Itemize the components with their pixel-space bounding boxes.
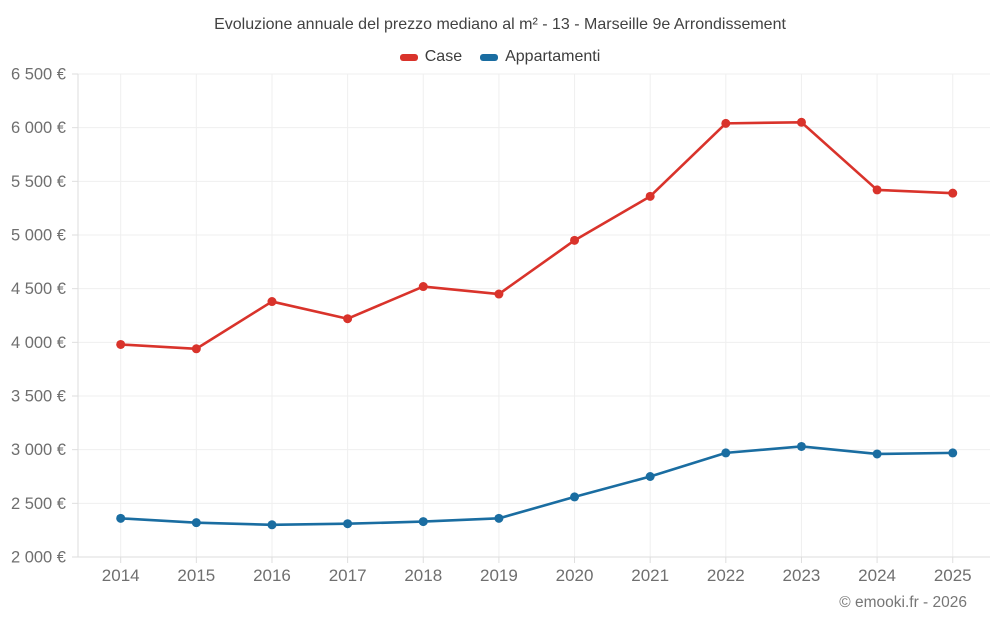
copyright-notice: © emooki.fr - 2026 — [839, 594, 967, 611]
svg-text:4 500 €: 4 500 € — [11, 280, 66, 298]
svg-text:2015: 2015 — [177, 566, 215, 585]
svg-text:4 000 €: 4 000 € — [11, 334, 66, 352]
legend-swatch-case-icon — [399, 53, 418, 61]
legend: Case Appartamenti — [0, 47, 1000, 67]
svg-text:2016: 2016 — [253, 566, 291, 585]
svg-text:2019: 2019 — [480, 566, 518, 585]
chart-title: Evoluzione annuale del prezzo mediano al… — [214, 16, 786, 33]
legend-label-appartamenti: Appartamenti — [505, 48, 601, 65]
legend-label-case: Case — [424, 48, 463, 65]
svg-text:2018: 2018 — [404, 566, 442, 585]
svg-text:2024: 2024 — [858, 566, 896, 585]
svg-text:3 500 €: 3 500 € — [11, 388, 66, 406]
svg-text:2 000 €: 2 000 € — [11, 549, 66, 567]
svg-text:5 500 €: 5 500 € — [11, 173, 66, 191]
legend-swatch-appartamenti-icon — [480, 53, 499, 61]
svg-text:3 000 €: 3 000 € — [11, 441, 66, 459]
svg-text:5 000 €: 5 000 € — [11, 227, 66, 245]
svg-text:2020: 2020 — [556, 566, 594, 585]
svg-text:2 500 €: 2 500 € — [11, 495, 66, 513]
svg-text:2025: 2025 — [934, 566, 972, 585]
svg-text:2022: 2022 — [707, 566, 745, 585]
svg-text:2021: 2021 — [631, 566, 669, 585]
svg-text:2023: 2023 — [783, 566, 821, 585]
svg-text:2014: 2014 — [102, 566, 140, 585]
svg-text:2017: 2017 — [329, 566, 367, 585]
svg-text:6 500 €: 6 500 € — [11, 66, 66, 84]
legend-item-appartamenti[interactable]: Appartamenti — [480, 48, 600, 66]
legend-item-case[interactable]: Case — [399, 48, 463, 66]
svg-text:6 000 €: 6 000 € — [11, 119, 66, 137]
